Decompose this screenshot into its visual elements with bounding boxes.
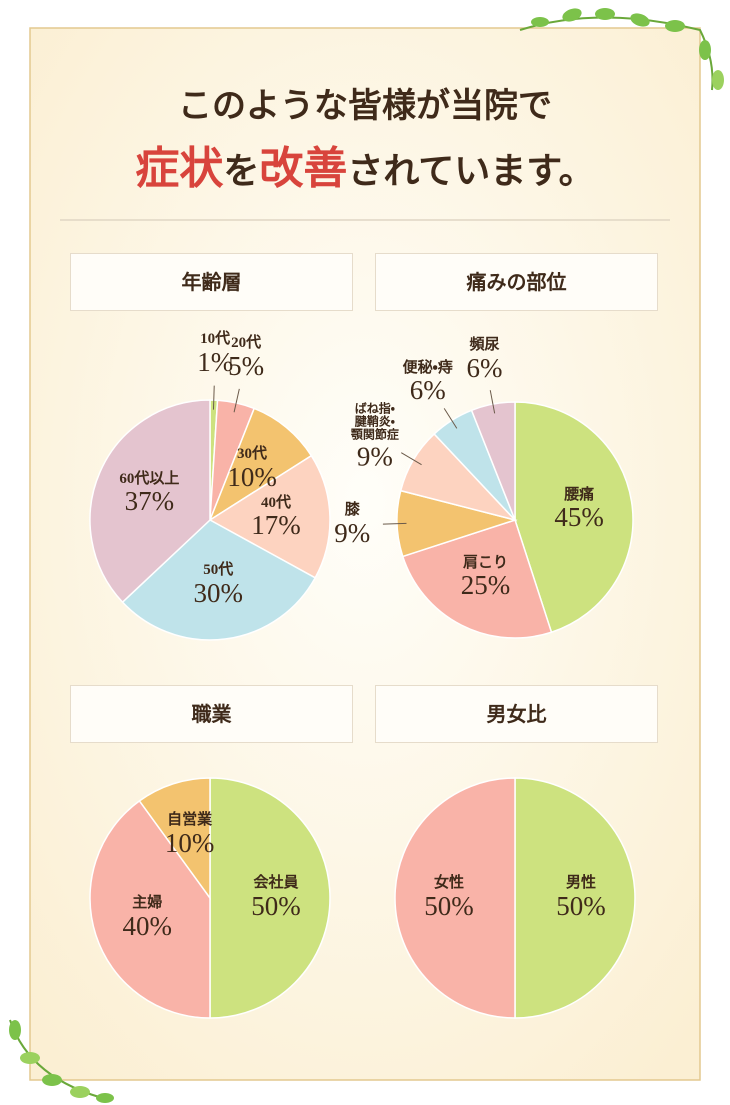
value-label: 50%	[556, 890, 606, 921]
chart-title: 男女比	[375, 685, 658, 743]
slice-label: 50代 30%	[194, 562, 244, 608]
category-label: 女性	[433, 874, 464, 891]
slice-label: 会社員 50%	[251, 875, 301, 921]
leader-line	[400, 452, 422, 466]
leader-line	[443, 408, 458, 429]
slice-label: 10代 1%	[197, 331, 233, 377]
slice-label: 自営業 10%	[165, 812, 215, 858]
value-label: 1%	[197, 346, 234, 377]
slice-label: 腰痛 45%	[554, 487, 604, 533]
value-label: 37%	[124, 486, 175, 517]
pie-slice	[89, 399, 211, 604]
category-label: ばね指・腱鞘炎・顎関節症	[350, 401, 399, 442]
leader-line	[212, 385, 215, 410]
slice-label: 便秘・痔 6%	[403, 359, 453, 405]
category-label: 自営業	[167, 812, 213, 829]
vine-top	[519, 8, 724, 91]
pie-slice	[89, 799, 211, 1019]
chart-title: 職業	[70, 685, 353, 743]
category-label: 頻尿	[469, 336, 500, 353]
slice-label: 女性 50%	[424, 875, 474, 921]
leader-line	[233, 388, 240, 413]
pie-slice	[208, 454, 331, 579]
pie-slice	[138, 777, 211, 901]
category-label: 30代	[237, 446, 268, 463]
leader-line	[489, 390, 496, 414]
value-label: 25%	[460, 570, 511, 601]
value-label: 6%	[466, 352, 503, 383]
value-label: 5%	[228, 350, 265, 381]
value-label: 10%	[164, 827, 215, 858]
category-label: 会社員	[253, 874, 299, 891]
pie-slice	[208, 407, 313, 522]
category-label: 膝	[344, 502, 360, 519]
category-label: 10代	[200, 331, 231, 348]
heading-line1: このような皆様が当院で	[178, 88, 552, 125]
chart-title: 年齢層	[70, 253, 353, 311]
value-label: 50%	[251, 890, 301, 921]
value-label: 40%	[122, 910, 172, 941]
category-label: 肩こり	[463, 554, 509, 571]
slice-label: 主婦 40%	[122, 895, 172, 941]
slice-label: 男性 50%	[556, 875, 606, 921]
pie-slice	[514, 401, 634, 634]
category-label: 便秘・痔	[402, 359, 453, 376]
category-label: 主婦	[132, 895, 163, 912]
slice-label: 頻尿 6%	[466, 337, 502, 383]
slice-label: 40代 17%	[251, 495, 301, 541]
value-label: 10%	[227, 461, 277, 492]
category-label: 20代	[231, 335, 262, 352]
pie-slice	[401, 519, 553, 639]
pie-slice	[209, 777, 331, 1019]
value-label: 17%	[251, 510, 301, 541]
heading-part: されています。	[347, 151, 595, 191]
category-label: 50代	[203, 562, 234, 579]
value-label: 9%	[334, 517, 371, 548]
heading-line2: 症状を改善されています。	[0, 132, 730, 196]
value-label: 30%	[193, 577, 244, 608]
heading-part: を	[223, 151, 260, 191]
value-label: 6%	[409, 374, 446, 405]
pie-slice	[514, 777, 636, 1019]
leader-line	[382, 522, 407, 525]
slice-label: 30代 10%	[227, 446, 277, 492]
chart-title: 痛みの部位	[375, 253, 658, 311]
pie-slice	[394, 777, 516, 1019]
heading-part: 改善	[259, 144, 348, 193]
pie-slice	[121, 519, 317, 641]
value-label: 45%	[554, 502, 604, 533]
slice-label: ばね指・腱鞘炎・顎関節症 9%	[349, 402, 401, 471]
value-label: 50%	[424, 890, 474, 921]
category-label: 腰痛	[564, 486, 595, 503]
slice-label: 20代 5%	[228, 335, 264, 381]
slice-label: 60代以上 37%	[119, 471, 179, 517]
vine-bottom	[9, 1019, 114, 1103]
value-label: 9%	[356, 441, 393, 472]
category-label: 男性	[565, 874, 596, 891]
slice-label: 肩こり 25%	[461, 555, 511, 601]
heading-part: 症状	[135, 144, 224, 193]
category-label: 60代以上	[119, 470, 180, 487]
category-label: 40代	[260, 494, 291, 511]
slice-label: 膝 9%	[334, 502, 370, 548]
